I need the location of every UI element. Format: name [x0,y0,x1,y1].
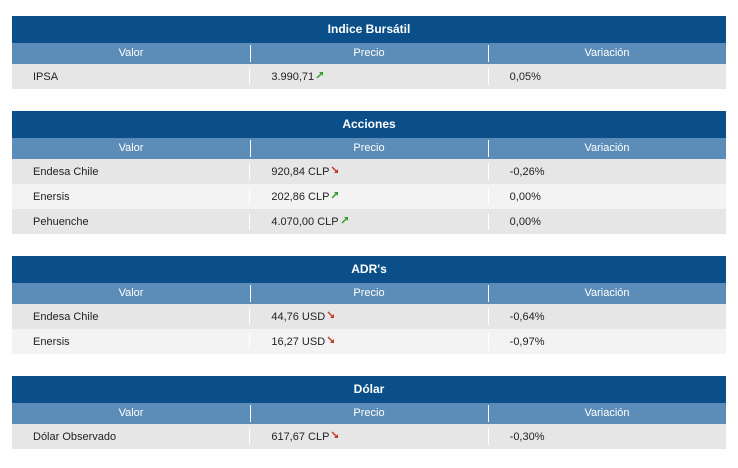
cell-variacion: 0,00% [487,184,726,209]
cell-valor: Endesa Chile [12,304,249,329]
column-header-valor: Valor [118,287,144,299]
table-row: IPSA 3.990,71 0,05% [12,64,726,89]
cell-valor: Pehuenche [12,209,249,234]
column-header-row: Valor Precio Variación [12,138,726,159]
cell-precio: 16,27 USD [249,329,487,354]
variacion-text: -0,26% [509,165,545,178]
cell-precio: 920,84 CLP [249,159,487,184]
variacion-text: 0,05% [509,70,541,83]
column-header-row: Valor Precio Variación [12,403,726,424]
section-dolar: Dólar Valor Precio Variación Dólar Obser… [12,376,726,449]
precio-text: 44,76 USD [271,310,326,323]
column-header-variacion: Variación [488,403,726,424]
table-row: Endesa Chile 44,76 USD -0,64% [12,304,726,329]
precio-text: 920,84 CLP [271,165,330,178]
valor-text: Enersis [33,335,70,348]
cell-precio: 3.990,71 [249,64,487,89]
cell-precio: 202,86 CLP [249,184,487,209]
column-header-valor: Valor [118,142,144,154]
variacion-text: -0,30% [509,430,545,443]
table-row: Dólar Observado 617,67 CLP -0,30% [12,424,726,449]
cell-precio: 4.070,00 CLP [249,209,487,234]
variacion-text: -0,64% [509,310,545,323]
column-header-variacion: Variación [488,43,726,64]
trend-down-icon [327,311,335,319]
precio-text: 3.990,71 [271,70,315,83]
trend-up-icon [341,216,349,224]
cell-precio: 44,76 USD [249,304,487,329]
section-indice-bursatil: Indice Bursátil Valor Precio Variación I… [12,16,726,89]
cell-variacion: -0,97% [487,329,726,354]
section-title: Acciones [12,111,726,138]
valor-text: Pehuenche [33,215,89,228]
precio-text: 617,67 CLP [271,430,330,443]
cell-valor: Endesa Chile [12,159,249,184]
section-title: Indice Bursátil [12,16,726,43]
trend-down-icon [327,336,335,344]
table-row: Pehuenche 4.070,00 CLP 0,00% [12,209,726,234]
column-header-variacion: Variación [488,283,726,304]
cell-valor: IPSA [12,64,249,89]
valor-text: Endesa Chile [33,165,99,178]
variacion-text: 0,00% [509,215,541,228]
trend-up-icon [316,71,324,79]
cell-valor: Enersis [12,184,249,209]
valor-text: IPSA [33,70,59,83]
variacion-text: -0,97% [509,335,545,348]
precio-text: 16,27 USD [271,335,326,348]
column-header-row: Valor Precio Variación [12,283,726,304]
trend-down-icon [331,166,339,174]
table-row: Enersis 202,86 CLP 0,00% [12,184,726,209]
variacion-text: 0,00% [509,190,541,203]
cell-precio: 617,67 CLP [249,424,487,449]
cell-variacion: 0,05% [487,64,726,89]
valor-text: Endesa Chile [33,310,99,323]
column-header-precio: Precio [250,138,488,159]
section-title: Dólar [12,376,726,403]
valor-text: Dólar Observado [33,430,117,443]
column-header-valor: Valor [118,407,144,419]
column-header-precio: Precio [250,283,488,304]
cell-valor: Enersis [12,329,249,354]
precio-text: 202,86 CLP [271,190,330,203]
column-header-precio: Precio [250,43,488,64]
column-header-row: Valor Precio Variación [12,43,726,64]
column-header-variacion: Variación [488,138,726,159]
precio-text: 4.070,00 CLP [271,215,339,228]
table-row: Endesa Chile 920,84 CLP -0,26% [12,159,726,184]
cell-variacion: -0,64% [487,304,726,329]
cell-variacion: -0,30% [487,424,726,449]
table-row: Enersis 16,27 USD -0,97% [12,329,726,354]
column-header-valor: Valor [118,47,144,59]
trend-down-icon [331,431,339,439]
cell-valor: Dólar Observado [12,424,249,449]
column-header-precio: Precio [250,403,488,424]
valor-text: Enersis [33,190,70,203]
trend-up-icon [331,191,339,199]
cell-variacion: -0,26% [487,159,726,184]
cell-variacion: 0,00% [487,209,726,234]
section-acciones: Acciones Valor Precio Variación Endesa C… [12,111,726,234]
section-adrs: ADR's Valor Precio Variación Endesa Chil… [12,256,726,354]
section-title: ADR's [12,256,726,283]
